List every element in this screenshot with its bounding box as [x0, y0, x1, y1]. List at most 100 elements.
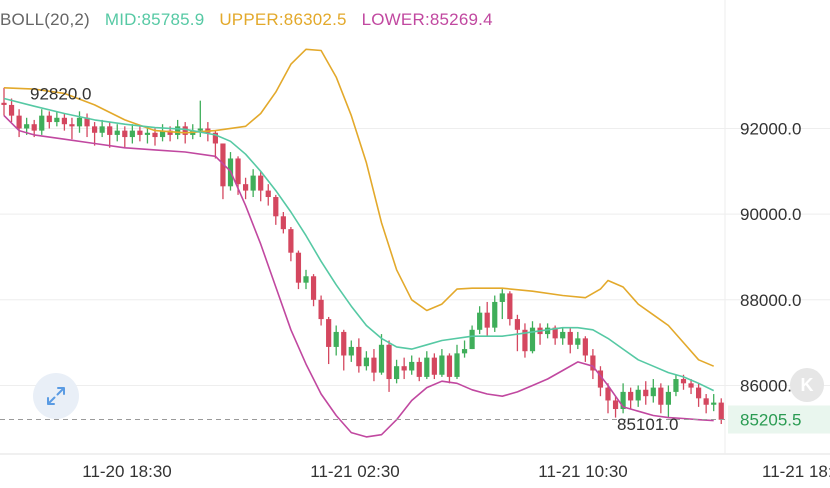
candle-body-95 — [718, 402, 724, 420]
expand-icon — [47, 387, 65, 405]
candle-body-37 — [280, 216, 286, 230]
current-price-tag — [728, 405, 830, 434]
candle-body-62 — [469, 329, 475, 350]
candle-body-21 — [159, 130, 166, 138]
candle-body-32 — [243, 184, 249, 191]
price-markers: 85205.5 92820.0 85101.0 — [0, 84, 830, 434]
candle-body-54 — [409, 361, 415, 371]
candle-body-39 — [295, 252, 302, 283]
candle-body-42 — [318, 299, 324, 320]
candle-body-1 — [8, 104, 15, 116]
candle-body-72 — [545, 327, 551, 335]
candle-body-15 — [114, 130, 120, 135]
candle-body-16 — [122, 130, 128, 138]
candle-body-0 — [1, 102, 7, 105]
candle-body-8 — [61, 117, 67, 125]
boll-upper-line — [3, 48, 715, 367]
y-tick-label-2: 90000.0 — [740, 205, 801, 224]
candle-body-69 — [522, 329, 528, 352]
candle-body-63 — [477, 312, 483, 330]
candle-body-23 — [175, 126, 181, 135]
candle-body-66 — [499, 293, 505, 302]
candle-body-24 — [182, 126, 188, 135]
candle-body-93 — [703, 398, 709, 405]
candle-body-65 — [492, 301, 498, 328]
current-price-label: 85205.5 — [740, 411, 801, 430]
candle-body-81 — [612, 400, 619, 410]
candle-body-22 — [167, 130, 173, 135]
candles — [1, 87, 724, 425]
logo-icon: K — [790, 368, 824, 402]
candle-body-73 — [552, 327, 558, 339]
candle-body-78 — [590, 355, 596, 371]
boll-lower-label: LOWER:85269.4 — [361, 10, 493, 29]
boll-bands — [3, 48, 715, 438]
boll-mid-label: MID:85785.9 — [104, 10, 205, 29]
candle-body-26 — [197, 128, 203, 131]
candle-body-9 — [69, 124, 75, 127]
candle-body-56 — [424, 357, 430, 377]
expand-chart-button[interactable] — [33, 373, 79, 419]
x-tick-label-3: 11-21 18:30 — [762, 462, 830, 481]
candle-body-14 — [107, 126, 113, 135]
y-tick-label-1: 88000.0 — [740, 291, 801, 310]
candle-body-82 — [620, 391, 626, 410]
candle-body-59 — [446, 355, 453, 377]
low-price-annotation: 85101.0 — [617, 415, 678, 434]
y-axis: 86000.0 88000.0 90000.0 92000.0 — [740, 119, 801, 395]
candle-body-13 — [99, 126, 105, 133]
candle-body-7 — [54, 117, 60, 123]
candle-body-33 — [250, 175, 256, 191]
candle-body-87 — [658, 387, 664, 405]
candle-body-45 — [341, 331, 347, 356]
candle-body-34 — [258, 175, 264, 191]
candle-body-10 — [76, 117, 83, 127]
candle-body-12 — [92, 126, 98, 133]
y-tick-label-0: 86000.0 — [740, 376, 801, 395]
x-tick-label-0: 11-20 18:30 — [82, 462, 171, 481]
x-tick-label-1: 11-21 02:30 — [310, 462, 399, 481]
candle-body-58 — [439, 355, 445, 375]
candle-body-44 — [333, 331, 339, 347]
candle-body-11 — [84, 117, 90, 127]
candle-body-49 — [371, 357, 377, 373]
candle-body-57 — [431, 357, 437, 375]
x-tick-label-2: 11-21 10:30 — [538, 462, 627, 481]
candle-body-90 — [680, 379, 687, 384]
candle-body-51 — [386, 344, 392, 380]
candle-body-79 — [597, 370, 604, 388]
candle-body-64 — [484, 312, 490, 328]
candle-body-89 — [673, 379, 679, 392]
candle-body-91 — [688, 383, 694, 388]
x-axis: 11-20 18:30 11-21 02:30 11-21 10:30 11-21 1… — [82, 462, 830, 481]
candle-body-28 — [212, 132, 218, 144]
candle-body-40 — [303, 276, 309, 283]
candle-body-94 — [711, 402, 717, 405]
candle-body-43 — [326, 319, 332, 347]
candle-body-80 — [605, 387, 611, 401]
candle-body-18 — [137, 130, 143, 135]
high-price-annotation: 92820.0 — [30, 84, 91, 103]
candle-body-46 — [348, 346, 354, 356]
candle-body-19 — [144, 132, 151, 135]
candle-body-47 — [356, 346, 362, 367]
candle-body-3 — [24, 124, 30, 129]
candle-body-76 — [575, 338, 581, 345]
candle-body-52 — [394, 366, 400, 380]
candle-body-61 — [461, 349, 468, 354]
candle-body-53 — [401, 366, 407, 371]
candle-body-85 — [643, 389, 649, 397]
candle-body-36 — [273, 197, 279, 217]
candle-body-6 — [46, 115, 52, 123]
candle-body-67 — [507, 293, 513, 320]
candle-body-48 — [363, 357, 369, 367]
candle-body-60 — [454, 353, 460, 377]
candle-body-74 — [560, 331, 566, 339]
candle-body-2 — [16, 115, 22, 129]
candle-body-83 — [628, 391, 634, 401]
candle-body-31 — [235, 158, 241, 185]
candle-body-88 — [665, 391, 671, 405]
candle-body-86 — [650, 387, 656, 397]
candle-body-35 — [265, 190, 271, 198]
